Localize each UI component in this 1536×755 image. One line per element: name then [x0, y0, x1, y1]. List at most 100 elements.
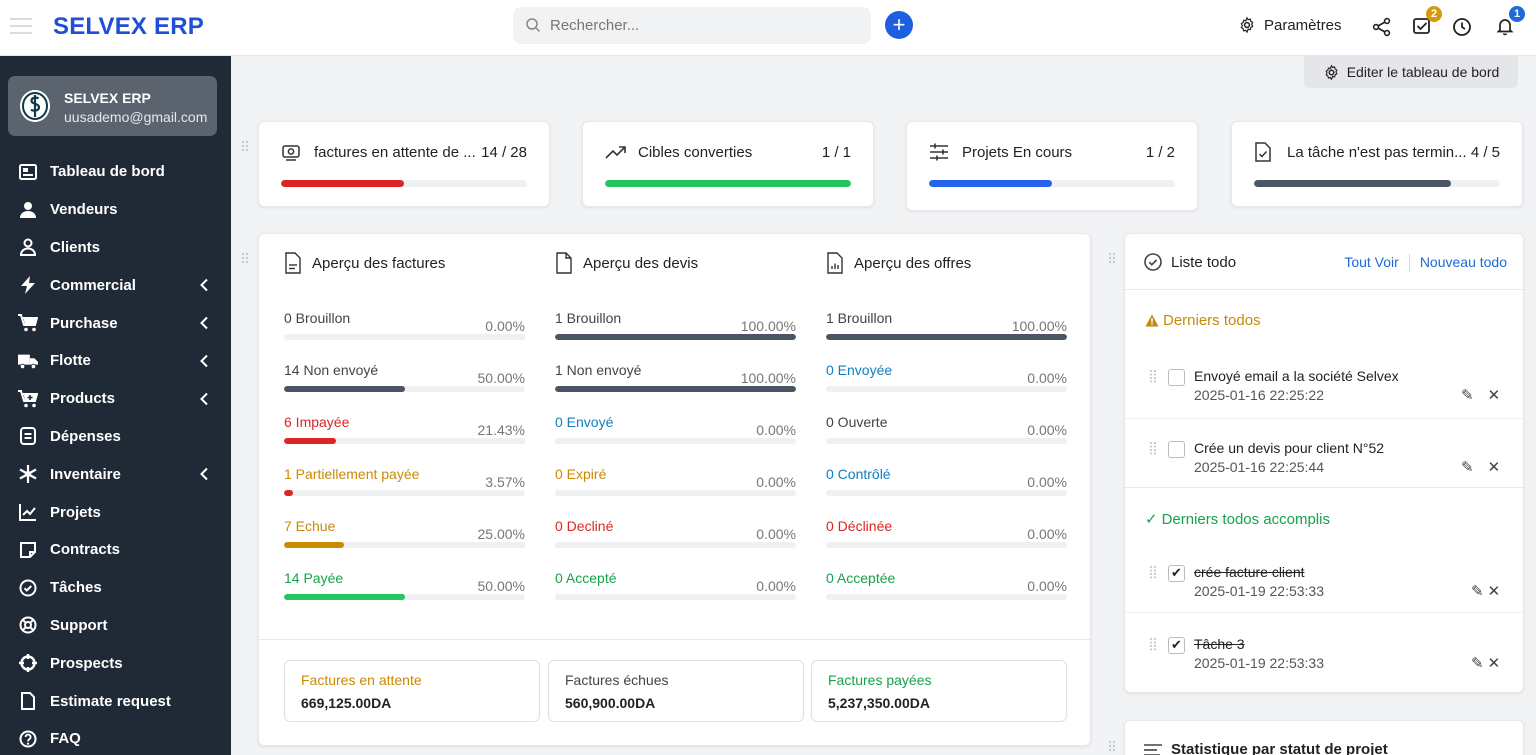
chevron-left-icon	[199, 316, 209, 330]
divider	[1125, 612, 1523, 613]
sidebar-item-support[interactable]: Support	[0, 607, 231, 645]
progress-fill	[284, 438, 336, 444]
pencil-icon[interactable]: ✎	[1471, 655, 1484, 672]
sidebar-item-estimate-request[interactable]: Estimate request	[0, 682, 231, 720]
new-todo-link[interactable]: Nouveau todo	[1419, 254, 1507, 270]
drag-handle-icon[interactable]	[1149, 369, 1157, 383]
overview-row[interactable]: 0 Decliné 0.00%	[555, 518, 796, 548]
overview-row[interactable]: 1 Brouillon 100.00%	[826, 310, 1067, 340]
clock-icon[interactable]	[1451, 16, 1473, 38]
progress-track	[826, 438, 1067, 444]
progress-track	[826, 334, 1067, 340]
sidebar-item-faq[interactable]: FAQ	[0, 720, 231, 755]
close-icon[interactable]: ✕	[1487, 583, 1501, 600]
sidebar-item-commercial[interactable]: Commercial	[0, 266, 231, 304]
overview-row[interactable]: 7 Echue 25.00%	[284, 518, 525, 548]
pencil-icon[interactable]: ✎	[1461, 459, 1474, 476]
drag-handle-icon[interactable]	[1149, 441, 1157, 455]
overview-row[interactable]: 0 Accepté 0.00%	[555, 570, 796, 600]
todo-text: Crée un devis pour client N°52	[1194, 440, 1385, 456]
crosshair-icon	[18, 653, 38, 673]
sidebar-item-label: Contracts	[50, 541, 121, 559]
progress-fill	[1254, 180, 1451, 187]
overview-row[interactable]: 6 Impayée 21.43%	[284, 414, 525, 444]
search-bar[interactable]	[513, 7, 871, 44]
overview-row[interactable]: 1 Non envoyé 100.00%	[555, 362, 796, 392]
sidebar-item-contracts[interactable]: Contracts	[0, 531, 231, 569]
check-icon: ✓	[1145, 511, 1158, 528]
stat-card[interactable]: Cibles converties 1 / 1	[582, 121, 874, 207]
tasks-button[interactable]: 2	[1412, 6, 1442, 38]
summary-value: 669,125.00DA	[301, 695, 392, 711]
close-icon[interactable]: ✕	[1487, 459, 1501, 476]
overview-column-title: Aperçu des devis	[583, 254, 699, 272]
summary-box[interactable]: Factures échues 560,900.00DA	[548, 660, 804, 722]
overview-row[interactable]: 0 Envoyée 0.00%	[826, 362, 1067, 392]
overview-row[interactable]: 1 Brouillon 100.00%	[555, 310, 796, 340]
user-profile-card[interactable]: SELVEX ERP uusademo@gmail.com	[8, 76, 217, 136]
overview-row-percent: 0.00%	[756, 526, 796, 542]
close-icon[interactable]: ✕	[1487, 655, 1501, 672]
sidebar-item-d-penses[interactable]: Dépenses	[0, 418, 231, 456]
summary-box[interactable]: Factures payées 5,237,350.00DA	[811, 660, 1067, 722]
tasks-badge: 2	[1426, 6, 1442, 22]
drag-handle-icon[interactable]	[241, 252, 249, 264]
pencil-icon[interactable]: ✎	[1461, 387, 1474, 404]
share-icon[interactable]	[1371, 16, 1393, 38]
sidebar-item-flotte[interactable]: Flotte	[0, 342, 231, 380]
warning-icon	[1145, 314, 1159, 327]
gear-icon	[1240, 16, 1254, 34]
see-all-link[interactable]: Tout Voir	[1344, 254, 1399, 270]
overview-row[interactable]: 14 Non envoyé 50.00%	[284, 362, 525, 392]
drag-handle-icon[interactable]	[1149, 565, 1157, 579]
divider	[1125, 487, 1523, 488]
sidebar-item-label: Dépenses	[50, 427, 121, 445]
drag-handle-icon[interactable]	[1149, 637, 1157, 651]
pencil-icon[interactable]: ✎	[1471, 583, 1484, 600]
overview-row[interactable]: 1 Partiellement payée 3.57%	[284, 466, 525, 496]
project-stats-title: Statistique par statut de projet	[1171, 741, 1388, 755]
drag-handle-icon[interactable]	[241, 140, 249, 152]
summary-box[interactable]: Factures en attente 669,125.00DA	[284, 660, 540, 722]
settings-button[interactable]: Paramètres	[1238, 16, 1342, 34]
settings-label: Paramètres	[1264, 16, 1342, 34]
sidebar-item-clients[interactable]: Clients	[0, 229, 231, 267]
truck-icon	[18, 351, 38, 371]
sidebar-item-prospects[interactable]: Prospects	[0, 644, 231, 682]
stat-card[interactable]: Projets En cours 1 / 2	[906, 121, 1198, 211]
todo-checkbox[interactable]	[1168, 369, 1185, 386]
drag-handle-icon[interactable]	[1108, 740, 1116, 752]
divider	[1125, 418, 1523, 419]
sidebar-item-inventaire[interactable]: Inventaire	[0, 455, 231, 493]
brand-logo[interactable]: SELVEX ERP	[53, 13, 204, 40]
sidebar-item-label: Projets	[50, 503, 101, 521]
sidebar-item-t-ches[interactable]: Tâches	[0, 569, 231, 607]
overview-row[interactable]: 0 Contrôlé 0.00%	[826, 466, 1067, 496]
quick-add-button[interactable]: +	[885, 11, 913, 39]
notifications-button[interactable]: 1	[1495, 6, 1525, 38]
sidebar-item-tableau-de-bord[interactable]: Tableau de bord	[0, 153, 231, 191]
close-icon[interactable]: ✕	[1487, 387, 1501, 404]
stat-card[interactable]: La tâche n'est pas termin... 4 / 5	[1231, 121, 1523, 207]
sidebar-item-vendeurs[interactable]: Vendeurs	[0, 191, 231, 229]
todo-checkbox[interactable]	[1168, 637, 1185, 654]
sidebar-item-projets[interactable]: Projets	[0, 493, 231, 531]
stat-card[interactable]: factures en attente de ... 14 / 28	[258, 121, 550, 207]
overview-row[interactable]: 14 Payée 50.00%	[284, 570, 525, 600]
edit-dashboard-button[interactable]: Editer le tableau de bord	[1304, 56, 1518, 88]
search-input[interactable]	[550, 7, 860, 44]
sidebar-item-products[interactable]: Products	[0, 380, 231, 418]
todo-checkbox[interactable]	[1168, 565, 1185, 582]
stat-value: 14 / 28	[481, 144, 527, 161]
overview-row[interactable]: 0 Envoyé 0.00%	[555, 414, 796, 444]
overview-row[interactable]: 0 Ouverte 0.00%	[826, 414, 1067, 444]
overview-row[interactable]: 0 Brouillon 0.00%	[284, 310, 525, 340]
overview-row[interactable]: 0 Expiré 0.00%	[555, 466, 796, 496]
overview-row[interactable]: 0 Déclinée 0.00%	[826, 518, 1067, 548]
menu-toggle-icon[interactable]	[10, 18, 32, 34]
todo-checkbox[interactable]	[1168, 441, 1185, 458]
sidebar-item-purchase[interactable]: Purchase	[0, 304, 231, 342]
overview-row[interactable]: 0 Acceptée 0.00%	[826, 570, 1067, 600]
drag-handle-icon[interactable]	[1108, 252, 1116, 264]
todo-actions: ✎ ✕	[1471, 582, 1500, 600]
